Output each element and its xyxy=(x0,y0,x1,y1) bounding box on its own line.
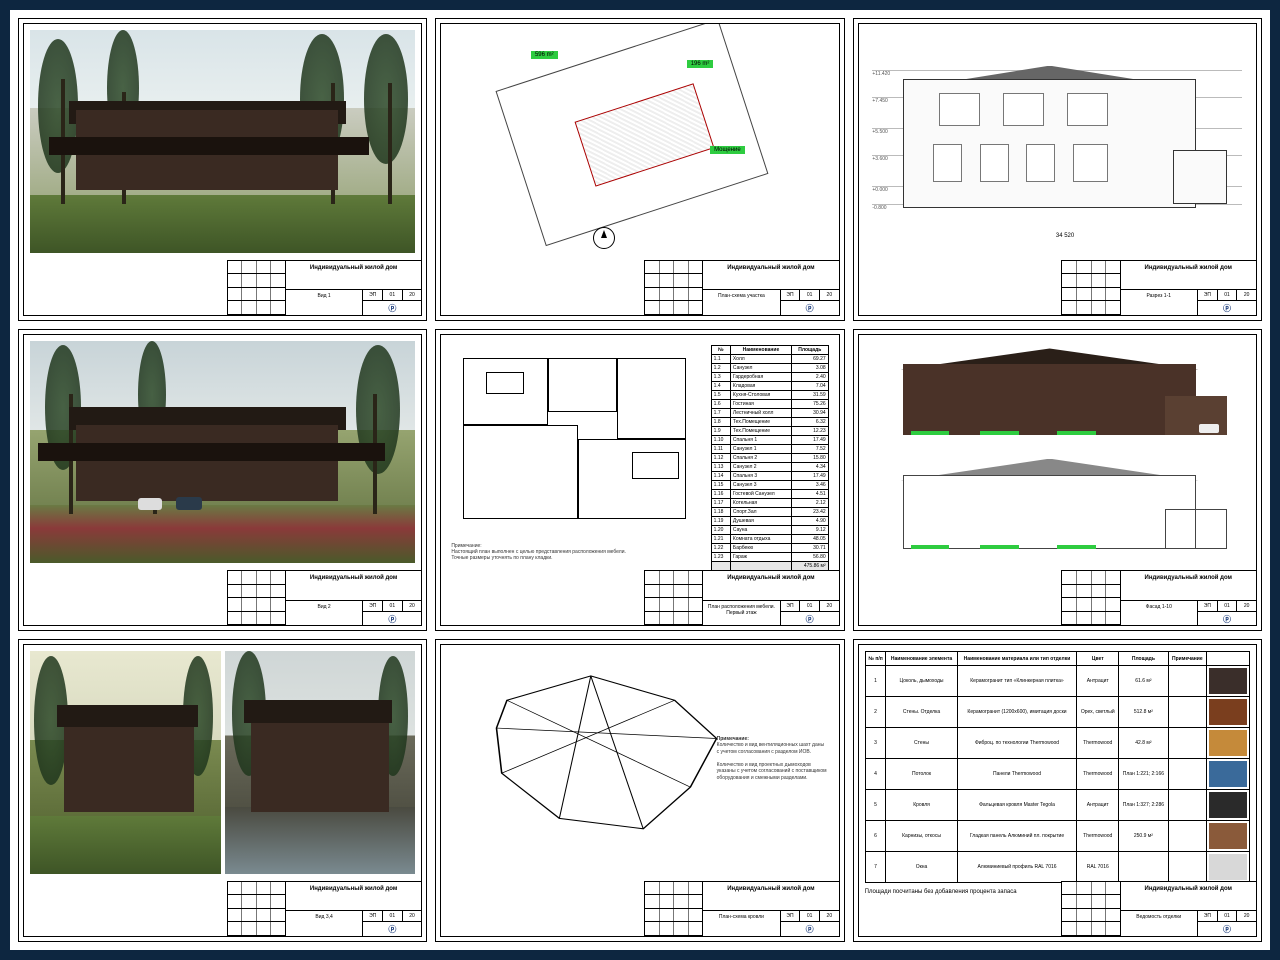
sheet-section: +11.420 +7.450 +5.500 +3.600 +0.000 -0.8… xyxy=(853,18,1262,321)
plan-note: Примечание: Настоящий план выполнен с це… xyxy=(451,543,632,561)
site-area-label: 596 m² xyxy=(531,51,558,59)
section-drawing: +11.420 +7.450 +5.500 +3.600 +0.000 -0.8… xyxy=(865,30,1250,253)
roof-plan-drawing: Примечание: Количество и вид вентиляцион… xyxy=(447,651,832,874)
sheet-facades: Индивидуальный жилой дом Фасад 1-10 ЭП01… xyxy=(853,329,1262,632)
sheet-site-plan: 596 m² 196 m² Мощение Индивидуальный жил… xyxy=(435,18,844,321)
material-table: № п/пНаименование элементаНаименование м… xyxy=(865,651,1250,883)
titleblock: Индивидуальный жилой дом Вид 2 ЭП0120 ⓟ xyxy=(227,570,423,626)
sheet-grid: Индивидуальный жилой дом Вид 1 ЭП0120 ⓟ … xyxy=(10,10,1270,950)
titleblock: Индивидуальный жилой дом Ведомость отдел… xyxy=(1061,881,1257,937)
floor-plan-drawing: № Наименование Площадь 1.1Холл69.271.2Са… xyxy=(447,341,832,564)
north-arrow-icon xyxy=(593,227,615,249)
titleblock: Индивидуальный жилой дом План-схема учас… xyxy=(644,260,840,316)
sheet-material-schedule: № п/пНаименование элементаНаименование м… xyxy=(853,639,1262,942)
room-schedule-table: № Наименование Площадь 1.1Холл69.271.2Са… xyxy=(711,345,829,598)
titleblock: Индивидуальный жилой дом Разрез 1-1 ЭП01… xyxy=(1061,260,1257,316)
render-view-1 xyxy=(30,30,415,253)
facade-colored xyxy=(865,345,1250,441)
site-plan-drawing: 596 m² 196 m² Мощение xyxy=(445,28,834,255)
project-title: Индивидуальный жилой дом xyxy=(286,261,421,291)
sheet-subtitle: Вид 1 xyxy=(286,290,363,315)
render-view-2 xyxy=(30,341,415,564)
titleblock: Индивидуальный жилой дом Вид 1 ЭП0120 ⓟ xyxy=(227,260,423,316)
titleblock: Индивидуальный жилой дом План расположен… xyxy=(644,570,840,626)
sheet-render-34: Индивидуальный жилой дом Вид 3,4 ЭП0120 … xyxy=(18,639,427,942)
site-area-label: Мощение xyxy=(710,146,745,154)
logo-icon: ⓟ xyxy=(363,301,421,315)
facade-line xyxy=(865,455,1250,555)
sheet-render-2: Индивидуальный жилой дом Вид 2 ЭП0120 ⓟ xyxy=(18,329,427,632)
sheet-roof-plan: Примечание: Количество и вид вентиляцион… xyxy=(435,639,844,942)
titleblock: Индивидуальный жилой дом Вид 3,4 ЭП0120 … xyxy=(227,881,423,937)
sheet-floor-plan: № Наименование Площадь 1.1Холл69.271.2Са… xyxy=(435,329,844,632)
render-split xyxy=(30,651,415,874)
titleblock: Индивидуальный жилой дом Фасад 1-10 ЭП01… xyxy=(1061,570,1257,626)
site-area-label: 196 m² xyxy=(687,60,714,68)
titleblock: Индивидуальный жилой дом План-схема кров… xyxy=(644,881,840,937)
sheet-render-1: Индивидуальный жилой дом Вид 1 ЭП0120 ⓟ xyxy=(18,18,427,321)
roof-note: Примечание: Количество и вид вентиляцион… xyxy=(717,736,827,782)
